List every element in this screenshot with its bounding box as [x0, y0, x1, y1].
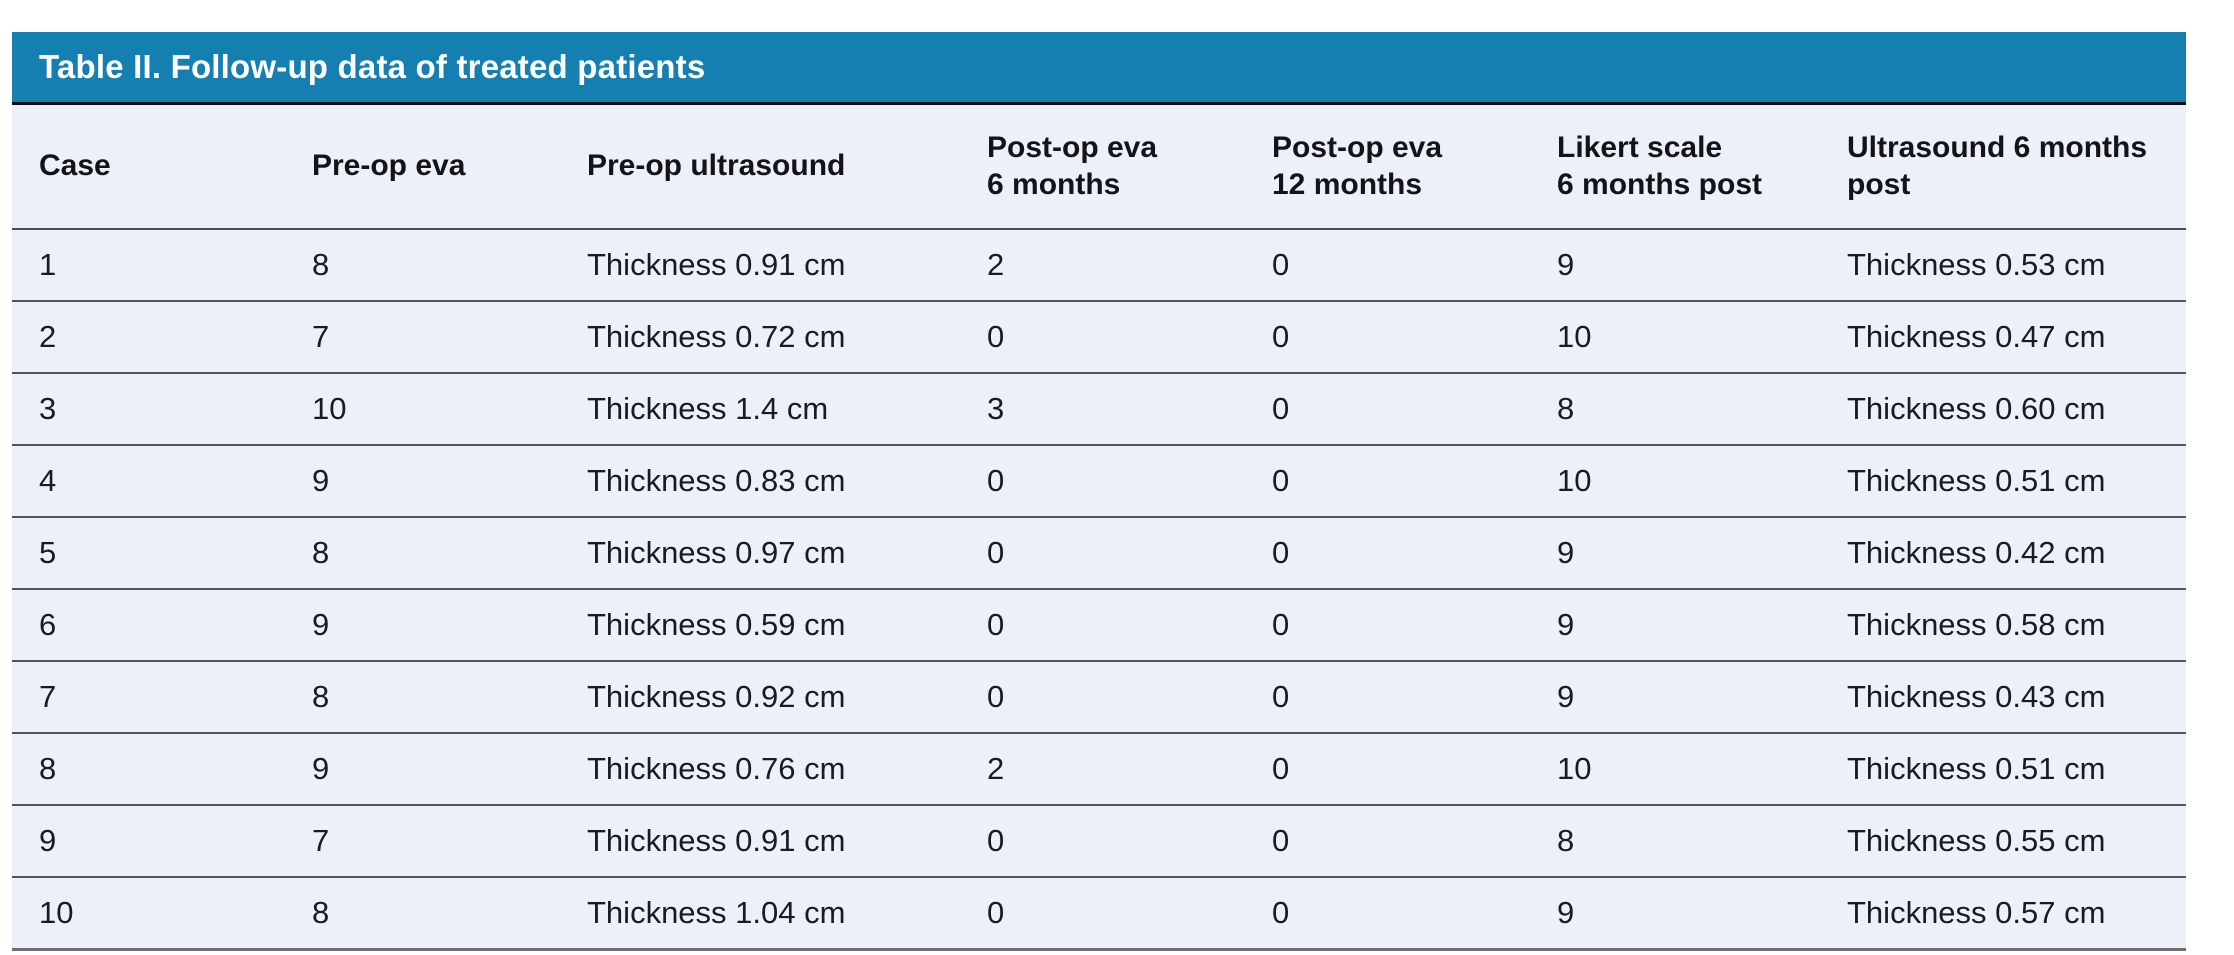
- table-cell: 9: [285, 733, 560, 807]
- table-cell: 0: [960, 805, 1245, 879]
- table-cell: 10: [1530, 445, 1820, 519]
- table-cell: Thickness 0.91 cm: [560, 805, 960, 879]
- table-cell: 1: [12, 229, 285, 303]
- table-cell: 0: [960, 589, 1245, 663]
- table-cell: 2: [960, 229, 1245, 303]
- table-cell: 0: [960, 877, 1245, 952]
- header-row: Case Pre-op eva Pre-op ultrasound Post-op e…: [12, 105, 2186, 231]
- column-header: Pre-op ultrasound: [560, 105, 960, 231]
- table-cell: Thickness 0.59 cm: [560, 589, 960, 663]
- table-cell: 8: [285, 661, 560, 735]
- table-cell: 9: [285, 589, 560, 663]
- table-cell: 6: [12, 589, 285, 663]
- table-cell: 7: [285, 301, 560, 375]
- table-cell: Thickness 0.42 cm: [1820, 517, 2186, 591]
- table-cell: Thickness 0.91 cm: [560, 229, 960, 303]
- table-cell: 2: [12, 301, 285, 375]
- table-cell: Thickness 0.60 cm: [1820, 373, 2186, 447]
- table-cell: 10: [1530, 301, 1820, 375]
- table-cell: 9: [285, 445, 560, 519]
- table-cell: 10: [285, 373, 560, 447]
- column-header: Post-op eva 6 months: [960, 105, 1245, 231]
- table-cell: 0: [1245, 805, 1530, 879]
- table-row: 7 8 Thickness 0.92 cm 0 0 9 Thickness 0.43 cm: [12, 661, 2186, 735]
- table-cell: 0: [1245, 877, 1530, 952]
- table-cell: Thickness 0.97 cm: [560, 517, 960, 591]
- table-row: 10 8 Thickness 1.04 cm 0 0 9 Thickness 0.57 cm: [12, 877, 2186, 952]
- table-cell: 5: [12, 517, 285, 591]
- table-cell: 8: [285, 517, 560, 591]
- table-cell: 0: [1245, 517, 1530, 591]
- table-cell: 8: [1530, 805, 1820, 879]
- table-cell: 9: [1530, 877, 1820, 952]
- table-cell: 0: [960, 517, 1245, 591]
- table-cell: 0: [1245, 229, 1530, 303]
- column-header: Post-op eva 12 months: [1245, 105, 1530, 231]
- table-row: 8 9 Thickness 0.76 cm 2 0 10 Thickness 0.51 cm: [12, 733, 2186, 807]
- table-cell: 0: [1245, 301, 1530, 375]
- table-cell: 7: [285, 805, 560, 879]
- table-cell: 9: [12, 805, 285, 879]
- table-cell: Thickness 1.04 cm: [560, 877, 960, 952]
- table-cell: 9: [1530, 517, 1820, 591]
- table-cell: 0: [960, 445, 1245, 519]
- table-cell: Thickness 0.58 cm: [1820, 589, 2186, 663]
- follow-up-table-container: Table II. Follow-up data of treated pati…: [12, 32, 2186, 952]
- table-cell: Thickness 0.72 cm: [560, 301, 960, 375]
- follow-up-table: Case Pre-op eva Pre-op ultrasound Post-op e…: [12, 105, 2186, 952]
- table-cell: 8: [1530, 373, 1820, 447]
- table-row: 5 8 Thickness 0.97 cm 0 0 9 Thickness 0.42 cm: [12, 517, 2186, 591]
- table-cell: 8: [12, 733, 285, 807]
- table-cell: Thickness 0.43 cm: [1820, 661, 2186, 735]
- table-cell: Thickness 0.53 cm: [1820, 229, 2186, 303]
- table-cell: Thickness 0.83 cm: [560, 445, 960, 519]
- table-cell: 2: [960, 733, 1245, 807]
- table-row: 2 7 Thickness 0.72 cm 0 0 10 Thickness 0.47 cm: [12, 301, 2186, 375]
- table-cell: Thickness 1.4 cm: [560, 373, 960, 447]
- table-cell: 10: [1530, 733, 1820, 807]
- table-cell: Thickness 0.92 cm: [560, 661, 960, 735]
- table-cell: 3: [960, 373, 1245, 447]
- table-row: 6 9 Thickness 0.59 cm 0 0 9 Thickness 0.58 cm: [12, 589, 2186, 663]
- table-cell: Thickness 0.47 cm: [1820, 301, 2186, 375]
- column-header: Pre-op eva: [285, 105, 560, 231]
- table-cell: 8: [285, 877, 560, 952]
- table-row: 1 8 Thickness 0.91 cm 2 0 9 Thickness 0.53 cm: [12, 229, 2186, 303]
- table-cell: Thickness 0.51 cm: [1820, 445, 2186, 519]
- table-cell: Thickness 0.76 cm: [560, 733, 960, 807]
- table-cell: Thickness 0.51 cm: [1820, 733, 2186, 807]
- column-header: Case: [12, 105, 285, 231]
- table-cell: 9: [1530, 661, 1820, 735]
- table-cell: 4: [12, 445, 285, 519]
- column-header: Ultrasound 6 months post: [1820, 105, 2186, 231]
- table-cell: 9: [1530, 229, 1820, 303]
- table-cell: 9: [1530, 589, 1820, 663]
- table-row: 4 9 Thickness 0.83 cm 0 0 10 Thickness 0.51 cm: [12, 445, 2186, 519]
- table-title-bar: Table II. Follow-up data of treated pati…: [12, 32, 2186, 105]
- table-cell: 0: [1245, 661, 1530, 735]
- table-cell: 0: [1245, 589, 1530, 663]
- table-cell: 0: [960, 661, 1245, 735]
- table-cell: 3: [12, 373, 285, 447]
- table-cell: 0: [1245, 733, 1530, 807]
- table-body: 1 8 Thickness 0.91 cm 2 0 9 Thickness 0.53 cm 2…: [12, 229, 2186, 952]
- table-cell: 0: [1245, 373, 1530, 447]
- table-cell: 0: [960, 301, 1245, 375]
- table-cell: Thickness 0.55 cm: [1820, 805, 2186, 879]
- table-title: Table II. Follow-up data of treated pati…: [39, 48, 706, 85]
- table-row: 3 10 Thickness 1.4 cm 3 0 8 Thickness 0.60 cm: [12, 373, 2186, 447]
- table-cell: 10: [12, 877, 285, 952]
- table-cell: 8: [285, 229, 560, 303]
- table-cell: 7: [12, 661, 285, 735]
- column-header: Likert scale 6 months post: [1530, 105, 1820, 231]
- table-row: 9 7 Thickness 0.91 cm 0 0 8 Thickness 0.55 cm: [12, 805, 2186, 879]
- table-cell: Thickness 0.57 cm: [1820, 877, 2186, 952]
- table-cell: 0: [1245, 445, 1530, 519]
